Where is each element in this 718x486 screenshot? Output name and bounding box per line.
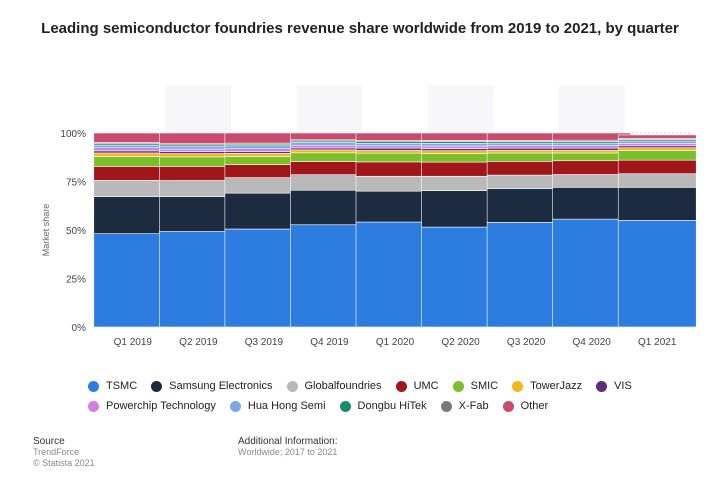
legend-label: VIS <box>614 380 632 392</box>
x-tick-label: Q3 2019 <box>245 337 284 348</box>
bar-segment <box>552 218 631 328</box>
bar-segment <box>355 221 435 328</box>
x-tick-label: Q4 2019 <box>310 337 349 348</box>
x-tick-label: Q1 2019 <box>114 337 153 348</box>
y-tick-label: 75% <box>66 178 86 189</box>
legend-swatch <box>502 400 514 412</box>
bar-segment <box>159 196 238 232</box>
bar-segment <box>159 231 238 328</box>
y-tick-label: 100% <box>60 129 86 140</box>
bar-segment <box>421 190 500 228</box>
legend-item[interactable]: Hua Hong Semi <box>229 396 326 416</box>
legend-label: SMIC <box>470 380 499 392</box>
legend-item[interactable]: TSMC <box>88 376 137 396</box>
legend-swatch <box>596 380 608 392</box>
legend-swatch <box>229 400 241 412</box>
x-tick-label: Q3 2020 <box>507 337 546 348</box>
legend-item[interactable]: Globalfoundries <box>286 376 382 396</box>
bar-segment <box>617 150 697 161</box>
legend-swatch <box>452 380 464 392</box>
legend-label: TSMC <box>106 380 138 392</box>
bar-segment <box>617 220 697 328</box>
bar-segment <box>486 188 566 223</box>
bar-segment <box>617 159 697 175</box>
x-tick-label: Q2 2020 <box>441 337 480 348</box>
legend-label: Hua Hong Semi <box>247 400 326 412</box>
y-axis-label: Market share <box>41 204 51 257</box>
legend-label: Samsung Electronics <box>169 380 273 392</box>
legend-swatch <box>88 400 99 412</box>
bar-segment <box>617 134 697 139</box>
x-tick-label: Q1 2020 <box>376 337 415 348</box>
bar-segment <box>93 233 173 328</box>
bar-segment <box>224 228 304 328</box>
legend-item[interactable]: UMC <box>395 376 439 396</box>
legend-item[interactable]: TowerJazz <box>512 376 582 396</box>
legend-label: Other <box>520 400 549 412</box>
legend-item[interactable]: SMIC <box>452 376 499 396</box>
bar-segment <box>617 147 697 151</box>
y-tick-label: 50% <box>66 226 86 237</box>
legend-swatch <box>286 380 298 392</box>
legend-item[interactable]: Dongbu HiTek <box>339 396 427 416</box>
bar-segment <box>224 192 304 230</box>
legend-swatch <box>151 380 163 392</box>
x-tick-label: Q2 2019 <box>179 337 218 348</box>
legend-item[interactable]: Samsung Electronics <box>151 376 273 396</box>
legend-swatch <box>512 380 524 392</box>
additional-info-label: Additional Information: <box>238 436 338 447</box>
legend-swatch <box>339 400 351 412</box>
legend-swatch <box>395 380 407 392</box>
additional-info-text: Worldwide; 2017 to 2021 <box>238 447 338 457</box>
source-line-1: TrendForce <box>33 447 80 457</box>
legend-label: X-Fab <box>458 400 489 412</box>
legend-label: Powerchip Technology <box>106 400 216 412</box>
legend-label: Dongbu HiTek <box>357 400 427 412</box>
x-tick-label: Q4 2020 <box>572 337 611 348</box>
source-label: Source <box>33 436 65 447</box>
chart-legend: TSMC Samsung Electronics Globalfoundries UM… <box>88 376 688 416</box>
legend-item[interactable]: VIS <box>596 376 632 396</box>
bar-segment <box>617 173 697 188</box>
legend-swatch <box>88 380 99 392</box>
legend-item[interactable]: Other <box>502 396 549 416</box>
legend-label: UMC <box>413 380 439 392</box>
bar-segment <box>552 187 631 220</box>
bar-segment <box>617 142 697 147</box>
bar-segment <box>617 187 697 221</box>
legend-label: Globalfoundries <box>304 380 382 392</box>
source-line-2: © Statista 2021 <box>33 458 95 468</box>
bar-segment <box>421 226 500 328</box>
y-tick-label: 0% <box>72 323 87 334</box>
chart-title: Leading semiconductor foundries revenue … <box>41 20 679 37</box>
legend-item[interactable]: Powerchip Technology <box>88 396 216 416</box>
legend-item[interactable]: X-Fab <box>440 396 489 416</box>
legend-swatch <box>440 400 452 412</box>
bar-segment <box>617 140 697 144</box>
x-tick-label: Q1 2021 <box>638 337 677 348</box>
bar-segment <box>486 222 566 328</box>
y-tick-label: 25% <box>66 275 86 286</box>
source-block: Source TrendForce © Statista 2021 <box>33 436 95 469</box>
bar-segment <box>290 224 369 328</box>
legend-label: TowerJazz <box>530 380 583 392</box>
additional-info-block: Additional Information: Worldwide; 2017 … <box>238 436 338 458</box>
